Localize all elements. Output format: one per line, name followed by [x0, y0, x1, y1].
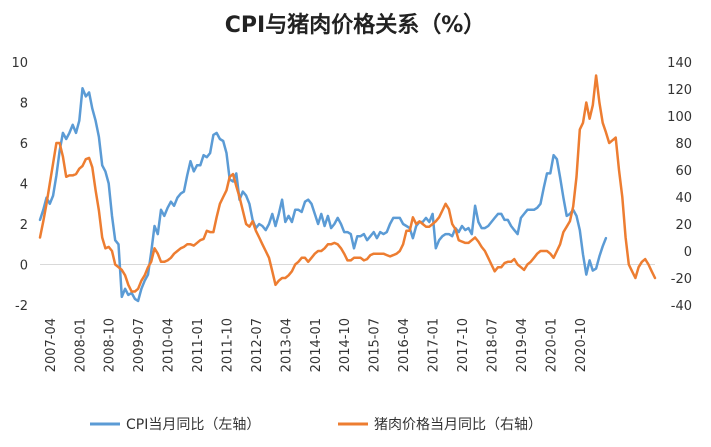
axes: -20246810-40-200204060801001201402007-04… [11, 56, 692, 372]
x-tick-label: 2007-04 [44, 318, 59, 372]
legend-label-cpi: CPI当月同比（左轴） [126, 417, 260, 433]
x-tick-label: 2016-04 [397, 318, 412, 372]
x-tick-label: 2019-04 [515, 318, 530, 372]
legend: CPI当月同比（左轴） 猪肉价格当月同比（右轴） [90, 417, 542, 433]
x-tick-label: 2009-07 [132, 318, 147, 372]
y-right-tick-label: 120 [667, 83, 692, 98]
x-tick-label: 2010-04 [162, 318, 177, 372]
x-tick-label: 2017-10 [456, 318, 471, 372]
series-line-pork [38, 74, 657, 293]
y-left-tick-label: -2 [15, 299, 28, 314]
y-left-tick-label: 2 [20, 218, 28, 233]
x-tick-label: 2013-04 [279, 318, 294, 372]
y-left-tick-label: 10 [11, 56, 28, 71]
series-line-cpi [38, 87, 608, 303]
x-tick-label: 2015-07 [368, 318, 383, 372]
chart-title: CPI与猪肉价格关系（%） [225, 12, 486, 38]
y-right-tick-label: 0 [684, 245, 692, 260]
x-tick-label: 2014-10 [338, 318, 353, 372]
series-layer [38, 74, 657, 303]
y-right-tick-label: 40 [675, 191, 692, 206]
y-left-tick-label: 0 [20, 259, 28, 274]
x-tick-label: 2008-01 [73, 318, 88, 372]
x-tick-label: 2008-10 [103, 318, 118, 372]
y-left-tick-label: 6 [20, 137, 28, 152]
x-tick-label: 2011-10 [220, 318, 235, 372]
y-left-tick-label: 8 [20, 97, 28, 112]
y-left-tick-label: 4 [20, 178, 28, 193]
x-tick-label: 2020-01 [544, 318, 559, 372]
x-tick-label: 2017-01 [427, 318, 442, 372]
y-right-tick-label: 60 [675, 164, 692, 179]
legend-label-pork: 猪肉价格当月同比（右轴） [374, 417, 542, 433]
x-tick-label: 2020-10 [574, 318, 589, 372]
y-right-tick-label: -20 [671, 272, 692, 287]
y-right-tick-label: 140 [667, 56, 692, 71]
y-right-tick-label: -40 [671, 299, 692, 314]
x-tick-label: 2012-07 [250, 318, 265, 372]
y-right-tick-label: 20 [675, 218, 692, 233]
y-right-tick-label: 80 [675, 137, 692, 152]
x-tick-label: 2011-01 [191, 318, 206, 372]
y-right-tick-label: 100 [667, 110, 692, 125]
x-tick-label: 2014-01 [309, 318, 324, 372]
x-tick-label: 2018-07 [485, 318, 500, 372]
